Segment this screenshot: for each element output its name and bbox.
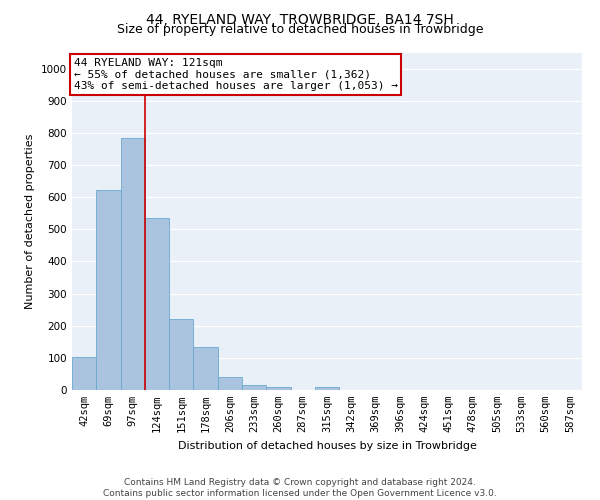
Text: Contains HM Land Registry data © Crown copyright and database right 2024.
Contai: Contains HM Land Registry data © Crown c… bbox=[103, 478, 497, 498]
Bar bbox=[121, 138, 145, 390]
Bar bbox=[193, 347, 218, 390]
Bar bbox=[96, 190, 121, 390]
Bar bbox=[218, 376, 242, 390]
Text: 44 RYELAND WAY: 121sqm
← 55% of detached houses are smaller (1,362)
43% of semi-: 44 RYELAND WAY: 121sqm ← 55% of detached… bbox=[74, 58, 398, 91]
Bar bbox=[145, 218, 169, 390]
Text: 44, RYELAND WAY, TROWBRIDGE, BA14 7SH: 44, RYELAND WAY, TROWBRIDGE, BA14 7SH bbox=[146, 12, 454, 26]
Bar bbox=[169, 318, 193, 390]
Text: Size of property relative to detached houses in Trowbridge: Size of property relative to detached ho… bbox=[117, 22, 483, 36]
Bar bbox=[266, 387, 290, 390]
Bar bbox=[72, 357, 96, 390]
Y-axis label: Number of detached properties: Number of detached properties bbox=[25, 134, 35, 309]
Bar bbox=[242, 384, 266, 390]
Bar bbox=[315, 387, 339, 390]
X-axis label: Distribution of detached houses by size in Trowbridge: Distribution of detached houses by size … bbox=[178, 440, 476, 450]
